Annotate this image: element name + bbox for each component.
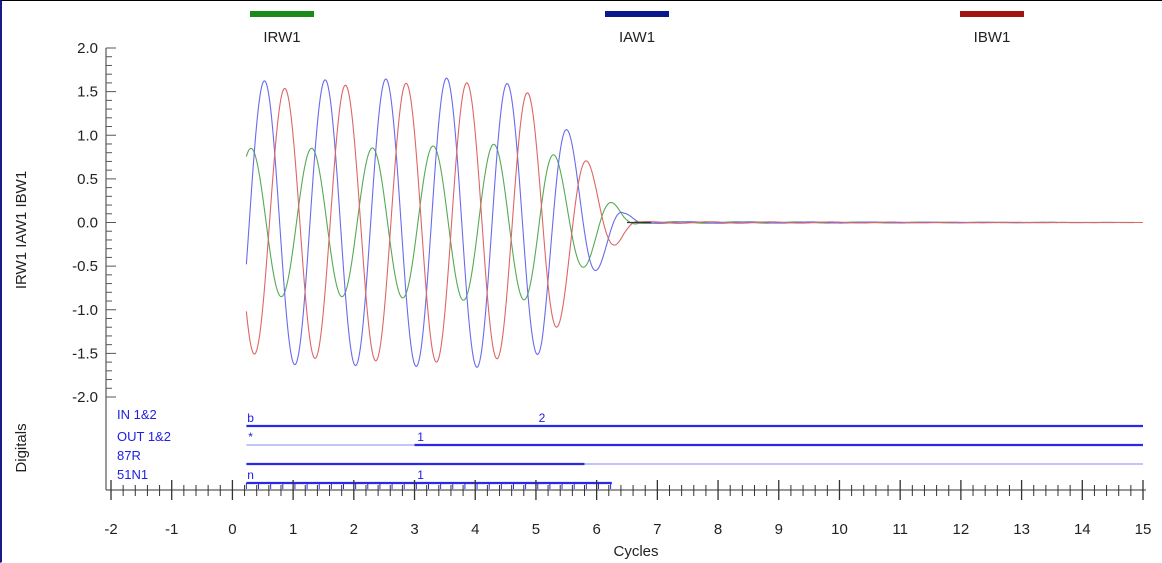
- digital-label-in-1-2: IN 1&2: [117, 407, 157, 422]
- digital-label-51n1: 51N1: [117, 467, 148, 482]
- y-axis: 2.0 1.5 1.0 0.5 0.0 -0.5 -1.0 -1.5 -2.0: [72, 40, 116, 406]
- x-tick-label: 7: [653, 521, 661, 538]
- x-tick-label: 15: [1135, 521, 1152, 538]
- waveform-traces: [245, 77, 1143, 368]
- y-tick-label: -2.0: [72, 389, 98, 406]
- trace-ibw1: [245, 82, 1143, 363]
- y-tick-label: 1.0: [77, 127, 98, 144]
- digital-label-out-1-2: OUT 1&2: [117, 429, 171, 444]
- x-tick-label: 2: [350, 521, 358, 538]
- digital-state-label: 2: [539, 411, 546, 425]
- digital-marker: *: [248, 430, 253, 444]
- digital-label-87r: 87R: [117, 448, 141, 463]
- x-tick-label: -2: [104, 521, 117, 538]
- x-tick-label: 10: [831, 521, 848, 538]
- x-tick-label: 5: [532, 521, 540, 538]
- x-tick-label: 14: [1074, 521, 1091, 538]
- x-tick-label: 1: [289, 521, 297, 538]
- y-tick-label: 0.5: [77, 171, 98, 188]
- legend: IRW1 IAW1 IBW1: [250, 11, 1024, 46]
- x-tick-label: 13: [1013, 521, 1030, 538]
- y-axis-label: IRW1 IAW1 IBW1: [13, 171, 30, 289]
- y-tick-label: -1.0: [72, 302, 98, 319]
- digital-marker: b: [247, 411, 254, 425]
- x-axis: -2 -1 0 1 2 3 4 5 6 7 8 9 10 11 12 13 14 15: [104, 400, 1151, 538]
- x-axis-label: Cycles: [613, 543, 658, 560]
- x-tick-label: 8: [714, 521, 722, 538]
- digital-marker: n: [247, 468, 254, 482]
- y-tick-label: 2.0: [77, 40, 98, 57]
- x-tick-label: 12: [953, 521, 970, 538]
- digitals-axis-label: Digitals: [13, 423, 30, 472]
- x-tick-label: 11: [892, 521, 908, 538]
- x-tick-label: -1: [165, 521, 178, 538]
- legend-label-irw1: IRW1: [263, 29, 300, 46]
- legend-swatch-iaw1: [605, 11, 669, 17]
- digital-channels: IN 1&2 b 2 OUT 1&2 * 1 87R 51N1 n 1: [117, 407, 1143, 489]
- x-tick-label: 3: [410, 521, 418, 538]
- legend-swatch-irw1: [250, 11, 314, 17]
- digital-state-label: 1: [417, 430, 424, 444]
- x-tick-label: 4: [471, 521, 479, 538]
- digital-state-label: 1: [417, 468, 424, 482]
- y-tick-label: -0.5: [72, 258, 98, 275]
- y-tick-label: 1.5: [77, 84, 98, 101]
- x-tick-label: 6: [592, 521, 600, 538]
- legend-swatch-ibw1: [960, 11, 1024, 17]
- legend-label-iaw1: IAW1: [619, 29, 655, 46]
- legend-label-ibw1: IBW1: [974, 29, 1011, 46]
- x-tick-label: 9: [775, 521, 783, 538]
- x-tick-label: 0: [228, 521, 236, 538]
- y-tick-label: -1.5: [72, 345, 98, 362]
- y-tick-label: 0.0: [77, 215, 98, 232]
